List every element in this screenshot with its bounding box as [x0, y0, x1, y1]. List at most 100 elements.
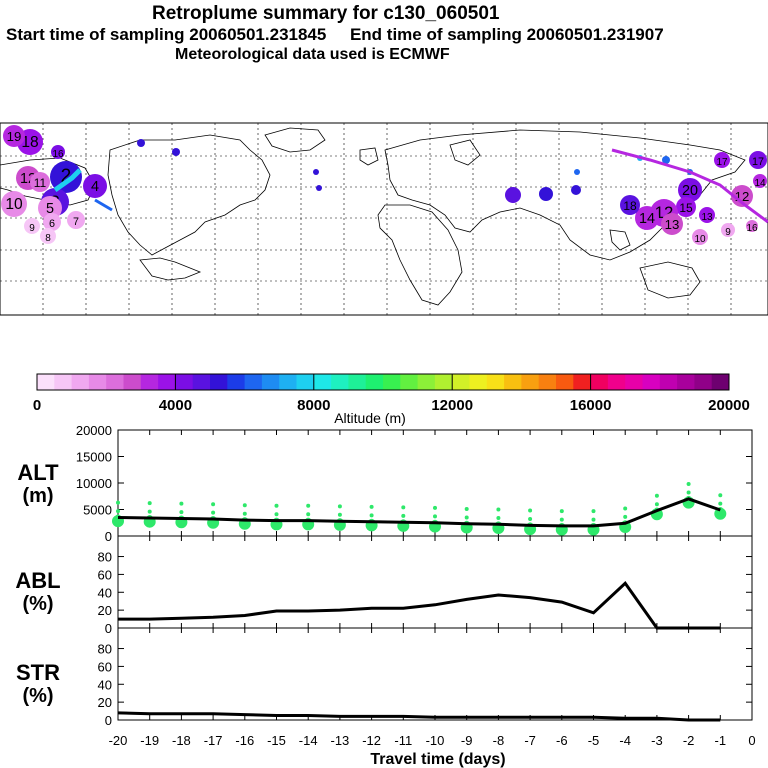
- x-tick-label: 0: [748, 733, 755, 748]
- plume-marker-label: 2: [61, 166, 72, 187]
- plume-dot: [574, 169, 580, 175]
- coastline: [609, 229, 631, 251]
- altitude-point: [559, 517, 564, 522]
- altitude-point: [528, 508, 533, 513]
- panel-unit: (m): [22, 485, 53, 507]
- x-tick-label: -4: [619, 733, 631, 748]
- series-line: [118, 581, 721, 630]
- panel-frame: [117, 535, 753, 629]
- altitude-point: [464, 506, 469, 511]
- altitude-point: [718, 501, 723, 506]
- colorbar-swatch: [694, 374, 713, 390]
- altitude-point: [274, 512, 279, 517]
- colorbar-swatch: [469, 374, 488, 390]
- plume-marker: [3, 125, 25, 147]
- y-tick-label: 15000: [76, 450, 112, 465]
- colorbar-tick-label: 12000: [431, 397, 473, 414]
- x-axis-label: Travel time (days): [370, 751, 505, 768]
- plume-dot: [539, 187, 553, 201]
- plume-dot: [172, 148, 180, 156]
- altitude-point: [369, 513, 374, 518]
- plume-marker-label: 20: [682, 183, 698, 199]
- colorbar-swatch: [244, 374, 263, 390]
- panel-frame: [117, 627, 753, 721]
- altitude-point: [211, 502, 216, 507]
- altitude-point: [623, 514, 628, 519]
- x-tick-label: -12: [362, 733, 381, 748]
- colorbar-tick-label: 4000: [159, 397, 192, 414]
- coastline: [359, 147, 379, 166]
- colorbar-tick-label: 0: [33, 397, 41, 414]
- x-tick-label: -9: [461, 733, 473, 748]
- y-tick-label: 60: [98, 659, 112, 674]
- plume-marker-label: 14: [639, 211, 655, 227]
- plume-marker-label: 17: [752, 156, 764, 168]
- plume-marker-label: 17: [716, 157, 728, 168]
- x-tick-label: -6: [556, 733, 568, 748]
- trajectory-line: [94, 198, 113, 212]
- y-tick-label: 80: [98, 642, 112, 657]
- colorbar-swatch: [296, 374, 315, 390]
- trajectory-line: [53, 168, 82, 193]
- plume-marker: [83, 174, 107, 198]
- colorbar-swatch: [659, 374, 678, 390]
- x-tick-label: -14: [299, 733, 318, 748]
- y-tick-label: 20000: [76, 423, 112, 438]
- altitude-point: [306, 512, 311, 517]
- altitude-point: [369, 504, 374, 509]
- x-tick-label: -16: [235, 733, 254, 748]
- x-tick-label: -7: [524, 733, 536, 748]
- coastline: [264, 127, 326, 153]
- colorbar-swatch: [400, 374, 419, 390]
- series-line: [117, 497, 721, 528]
- panel-unit: (%): [22, 593, 53, 615]
- altitude-point: [686, 490, 691, 495]
- colorbar-swatch: [573, 374, 592, 390]
- colorbar-swatch: [417, 374, 436, 390]
- x-tick-label: -11: [394, 733, 412, 748]
- plume-marker: [753, 174, 767, 188]
- y-tick-label: 80: [98, 550, 112, 565]
- plume-marker-label: 16: [52, 149, 64, 160]
- plume-marker-label: 18: [21, 134, 38, 151]
- altitude-point: [242, 511, 247, 516]
- coastline: [139, 257, 202, 281]
- plume-dot: [313, 169, 319, 175]
- colorbar-swatch: [71, 374, 90, 390]
- plume-marker: [692, 229, 708, 245]
- colorbar-swatch: [261, 374, 280, 390]
- plume-marker: [67, 211, 85, 229]
- altitude-point: [116, 500, 120, 505]
- colorbar-swatch: [175, 374, 194, 390]
- coastline: [449, 139, 481, 166]
- plume-dot: [662, 156, 670, 164]
- trajectory-line: [611, 148, 768, 224]
- x-tick-label: -2: [683, 733, 695, 748]
- plume-marker-label: 9: [29, 223, 35, 234]
- plume-marker-label: 8: [45, 233, 51, 244]
- colorbar-swatch: [331, 374, 349, 390]
- colorbar-swatch: [625, 374, 643, 390]
- y-tick-label: 20: [98, 695, 112, 710]
- x-tick-label: -13: [331, 733, 350, 748]
- colorbar-frame: [36, 373, 730, 391]
- colorbar-swatch: [504, 374, 522, 390]
- panel-alt: 0 5000 10000 15000 20000 ALT(m): [17, 423, 753, 544]
- x-tick-label: -19: [140, 733, 159, 748]
- y-tick-label: 0: [105, 621, 112, 636]
- colorbar-axis-label: Altitude (m): [334, 410, 406, 426]
- altitude-point: [337, 512, 342, 517]
- plume-marker-label: 11: [34, 176, 47, 190]
- colorbar-tick-label: 8000: [297, 397, 330, 414]
- altitude-point: [718, 493, 723, 498]
- plume-marker: [731, 185, 753, 207]
- coastline: [377, 204, 463, 306]
- plume-marker: [661, 213, 683, 235]
- y-tick-label: 40: [98, 677, 112, 692]
- plume-marker: [1, 191, 27, 217]
- coastline: [0, 157, 96, 206]
- page-title: Retroplume summary for c130_060501: [152, 3, 500, 24]
- plume-marker-label: 10: [694, 234, 706, 245]
- x-tick-label: -10: [426, 733, 445, 748]
- panel-unit: (%): [22, 685, 53, 707]
